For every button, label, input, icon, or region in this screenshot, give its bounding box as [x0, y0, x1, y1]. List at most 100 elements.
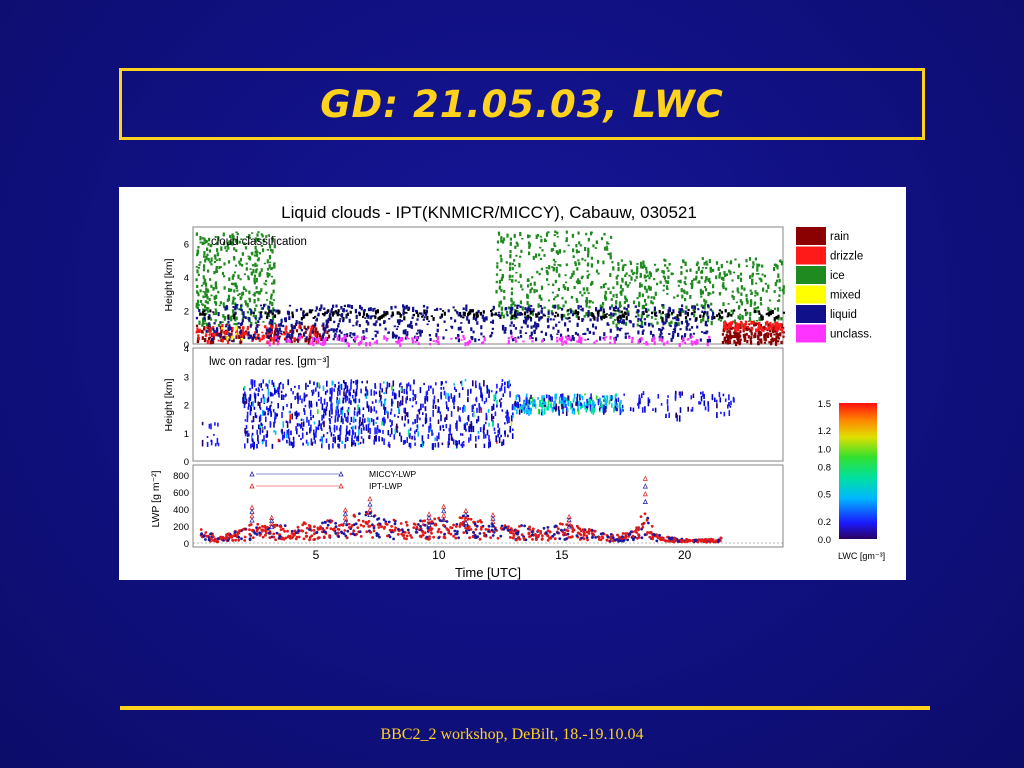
lwp-point — [209, 536, 213, 540]
lwp-point — [539, 530, 543, 533]
lwp-point — [337, 531, 340, 535]
y-tick-label: 1 — [184, 429, 189, 440]
lwp-point — [342, 532, 346, 536]
lwp-point — [308, 524, 312, 528]
lwp-point — [295, 535, 299, 539]
lwp-point — [396, 533, 400, 536]
lwp-point — [619, 539, 623, 543]
lwp-point — [469, 528, 473, 531]
lwp-point — [428, 526, 432, 530]
x-tick-label: 5 — [313, 548, 320, 562]
lwc-block — [242, 379, 514, 450]
class-block — [199, 308, 785, 322]
lwp-point — [508, 536, 512, 539]
lwp-point — [561, 522, 564, 526]
lwp-point — [698, 538, 702, 542]
lwp-point — [423, 531, 427, 535]
lwp-point — [452, 534, 455, 538]
lwp-point — [376, 523, 380, 526]
lwp-point — [587, 529, 591, 533]
y-tick-label: 4 — [184, 344, 189, 355]
lwp-point — [494, 528, 497, 531]
lwp-point — [258, 533, 262, 537]
lwp-point — [330, 519, 334, 523]
lwp-point — [491, 534, 495, 537]
legend-swatch — [796, 324, 826, 343]
lwp-series-legend: MICCY-LWP IPT-LWP — [249, 469, 417, 491]
lwp-point — [566, 532, 570, 536]
lwp-point — [474, 528, 478, 531]
class-block — [611, 257, 785, 328]
lwp-point — [248, 528, 251, 532]
lwp-point — [648, 535, 652, 539]
lwp-point — [407, 531, 411, 535]
lwp-point — [437, 527, 441, 531]
lwp-point — [640, 522, 644, 526]
lwp-point — [301, 523, 305, 527]
lwp-point — [436, 530, 440, 534]
lwp-point — [362, 524, 365, 528]
panel1-label: cloud classification — [211, 236, 307, 248]
lwp-point — [524, 538, 528, 542]
lwp-point — [478, 537, 482, 541]
lwp-triangle — [463, 519, 469, 525]
lwp-point — [487, 530, 490, 533]
lwp-point — [534, 533, 537, 536]
colorbar-tick-label: 1.0 — [818, 444, 831, 455]
series-marker — [249, 471, 255, 477]
chart-title: Liquid clouds - IPT(KNMICR/MICCY), Cabau… — [281, 203, 697, 222]
lwp-point — [646, 531, 649, 534]
lwp-point — [325, 526, 329, 530]
y-tick-label: 0 — [184, 539, 189, 550]
lwp-triangle — [642, 475, 648, 481]
lwp-point — [668, 537, 672, 541]
lwp-point — [349, 532, 353, 536]
lwp-point — [387, 520, 391, 524]
lwp-point — [278, 535, 282, 538]
series-label: MICCY-LWP — [369, 469, 417, 479]
lwp-point — [516, 531, 520, 534]
lwp-point — [546, 529, 550, 533]
lwp-point — [531, 533, 534, 536]
legend-swatch — [796, 246, 826, 265]
lwp-point — [334, 532, 338, 535]
lwp-point — [687, 538, 691, 542]
lwp-point — [438, 519, 442, 522]
lwp-point — [683, 540, 686, 544]
lwp-point — [631, 534, 635, 538]
lwp-point — [468, 536, 471, 540]
lwp-triangle — [566, 517, 572, 523]
y-tick-label: 0 — [184, 457, 189, 468]
lwp-point — [209, 532, 213, 536]
lwp-point — [237, 538, 241, 542]
lwp-point — [357, 518, 361, 522]
lwp-point — [281, 536, 285, 540]
classification-legend: rain drizzle ice mixed liquid unclass. — [796, 227, 872, 343]
lwp-point — [454, 525, 458, 528]
lwp-triangle — [566, 513, 572, 519]
lwp-point — [522, 536, 526, 540]
lwp-point — [478, 519, 482, 522]
lwp-marks — [193, 475, 783, 544]
lwp-point — [417, 523, 420, 526]
lwp-triangle — [269, 517, 275, 523]
lwp-point — [496, 536, 500, 540]
lwp-point — [267, 531, 271, 535]
lwp-point — [372, 529, 376, 533]
lwp-point — [295, 531, 298, 534]
lwp-point — [670, 539, 674, 543]
lwp-point — [337, 535, 340, 538]
lwp-point — [322, 536, 326, 539]
lwp-point — [286, 529, 289, 533]
lwp-point — [714, 540, 717, 544]
lwp-point — [340, 523, 344, 527]
lwp-point — [390, 525, 393, 528]
lwp-point — [248, 538, 252, 542]
lwp-point — [405, 523, 409, 527]
chart-svg: Liquid clouds - IPT(KNMICR/MICCY), Cabau… — [150, 203, 885, 580]
lwp-triangle — [269, 514, 275, 520]
lwp-point — [388, 528, 392, 532]
lwp-point — [308, 538, 311, 542]
lwp-point — [406, 528, 410, 532]
series-label: IPT-LWP — [369, 481, 403, 491]
